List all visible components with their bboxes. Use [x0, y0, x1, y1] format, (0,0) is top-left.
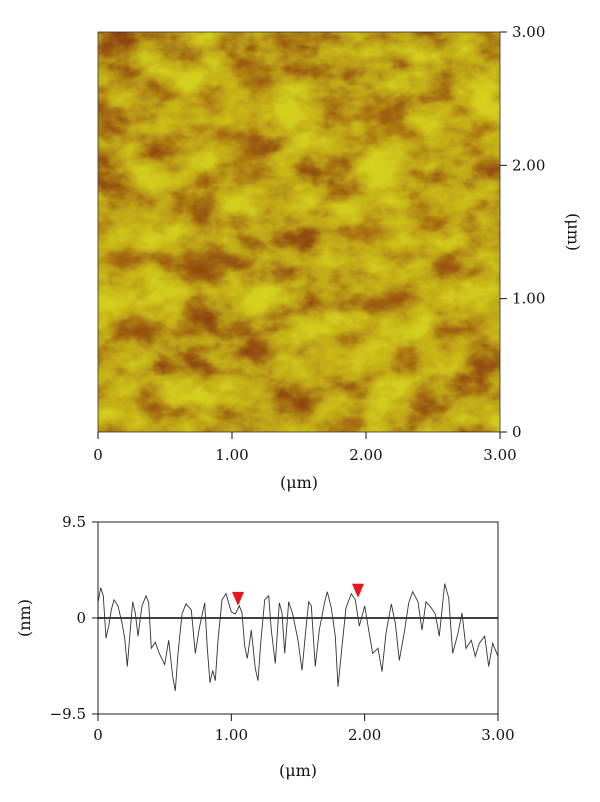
profile-x-axis-title: (μm): [279, 761, 317, 780]
profile-y-tick-label: −9.5: [50, 705, 86, 723]
profile-marker-triangle: [352, 583, 364, 598]
profile-y-tick-label: 9.5: [62, 513, 86, 531]
profile-y-axis: 9.5 0 −9.5: [50, 513, 98, 723]
afm-image-frame: [97, 31, 501, 433]
profile-series-line: [97, 583, 499, 691]
afm-x-axis: 0 1.00 2.00 3.00: [93, 432, 517, 464]
afm-y-axis-title: (μm): [564, 213, 583, 251]
profile-x-tick-label: 3.00: [481, 726, 514, 744]
height-profile-chart: 0 1.00 2.00 3.00 9.5 0 −9.5 (μm) (nm): [15, 513, 515, 780]
afm-x-tick-label: 0: [93, 446, 103, 464]
profile-markers: [232, 583, 364, 606]
profile-y-tick-label: 0: [76, 609, 86, 627]
afm-image-grains: [98, 32, 500, 432]
profile-y-axis-title: (nm): [15, 599, 34, 637]
profile-x-axis: 0 1.00 2.00 3.00: [93, 714, 515, 744]
profile-marker-triangle: [232, 591, 244, 606]
afm-x-tick-label: 1.00: [215, 446, 248, 464]
afm-y-tick-label: 0: [512, 423, 522, 441]
afm-y-tick-label: 1.00: [512, 290, 545, 308]
afm-x-tick-label: 3.00: [483, 446, 516, 464]
afm-x-tick-label: 2.00: [349, 446, 382, 464]
afm-y-tick-label: 3.00: [512, 23, 545, 41]
afm-topography-chart: 0 1.00 2.00 3.00 0 1.00 2.00 3.00 (μm) (μm): [93, 23, 583, 492]
afm-x-axis-title: (μm): [280, 473, 318, 492]
profile-x-tick-label: 2.00: [348, 726, 381, 744]
profile-x-tick-label: 0: [93, 726, 103, 744]
profile-x-tick-label: 1.00: [215, 726, 248, 744]
afm-y-axis: 0 1.00 2.00 3.00: [500, 23, 545, 441]
afm-y-tick-label: 2.00: [512, 156, 545, 174]
